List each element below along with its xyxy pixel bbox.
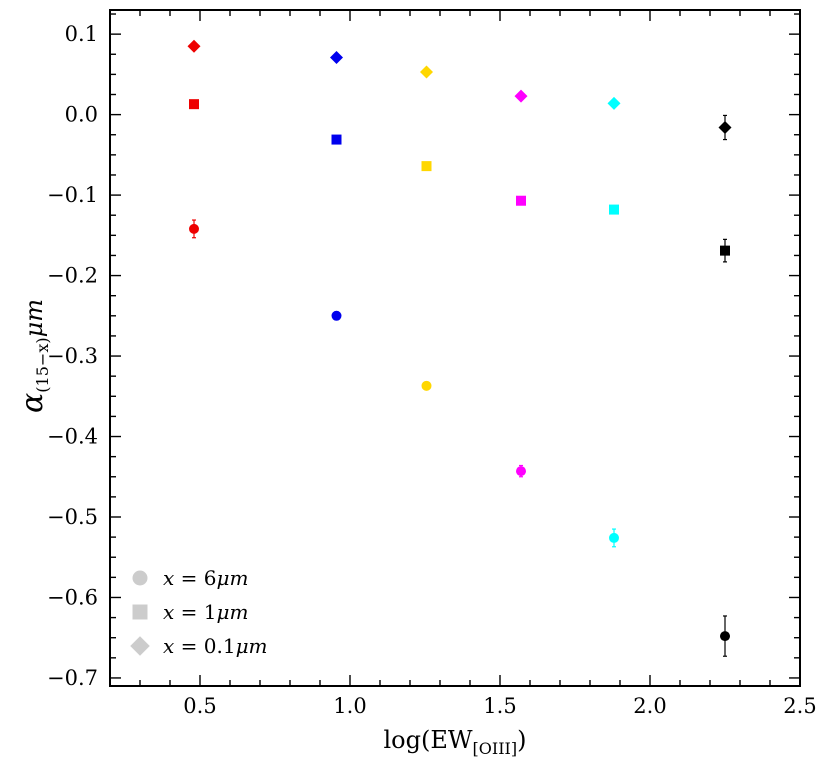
tick-labels: 0.5 1.0 1.5 2.0 2.5 0.1 0.0 −0.1 −0.2 −0.3 −0.4 −0.… <box>47 22 817 718</box>
data-point-square <box>421 161 432 172</box>
data-point-square <box>516 195 526 206</box>
plot-frame <box>109 9 801 687</box>
x-axis-title: log(EW[OIII]) <box>384 726 527 758</box>
legend-marker-square <box>132 604 148 620</box>
data-point-square <box>331 134 342 145</box>
data-point-diamond <box>187 39 201 53</box>
data-point-diamond <box>607 96 621 110</box>
data-point-circle <box>421 380 432 391</box>
data-point-square <box>609 204 619 215</box>
y-tick-label: −0.3 <box>47 344 98 368</box>
data-point-diamond <box>718 120 732 134</box>
x-tick-label: 1.0 <box>333 694 366 718</box>
data-point-diamond <box>514 89 528 103</box>
data-points <box>187 39 732 657</box>
data-point-square <box>720 245 730 256</box>
legend-marker-diamond <box>130 636 150 656</box>
legend-label: x = 6μm <box>163 566 248 590</box>
x-tick-label: 2.0 <box>633 694 666 718</box>
legend: x = 6μm x = 1μm x = 0.1μm <box>130 566 268 658</box>
data-point-circle <box>720 631 730 642</box>
y-tick-label: −0.7 <box>47 666 98 690</box>
legend-label: x = 1μm <box>163 600 248 624</box>
data-point-circle <box>331 310 342 321</box>
y-tick-label: 0.1 <box>65 22 98 46</box>
data-point-square <box>189 99 199 110</box>
y-tick-label: −0.6 <box>47 585 98 609</box>
y-tick-label: −0.5 <box>47 505 98 529</box>
x-tick-label: 1.5 <box>483 694 516 718</box>
data-point-diamond <box>330 50 343 64</box>
x-tick-label: 2.5 <box>783 694 816 718</box>
y-tick-label: −0.4 <box>47 425 98 449</box>
data-point-circle <box>516 466 526 477</box>
y-tick-label: 0.0 <box>65 103 98 127</box>
y-tick-label: −0.1 <box>47 183 98 207</box>
y-axis-title: α(15−x)μm <box>15 299 52 413</box>
legend-label: x = 0.1μm <box>163 634 268 658</box>
data-point-diamond <box>420 65 433 79</box>
data-point-circle <box>189 223 199 234</box>
legend-marker-circle <box>132 570 148 586</box>
y-tick-label: −0.2 <box>47 264 98 288</box>
data-point-circle <box>609 532 619 543</box>
x-tick-label: 0.5 <box>183 694 216 718</box>
